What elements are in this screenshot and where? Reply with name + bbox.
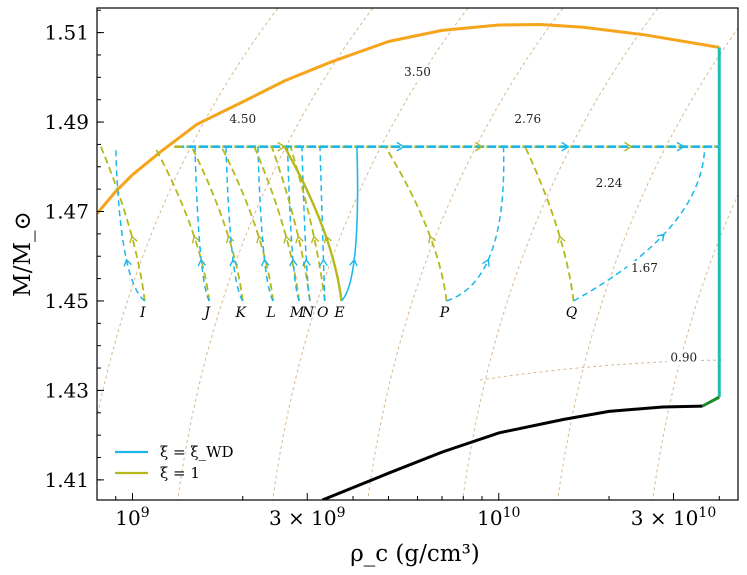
trajectory-start-label: N bbox=[301, 305, 315, 321]
trajectory-xi-wd-arrow bbox=[319, 258, 328, 267]
contour-label: 1.67 bbox=[631, 261, 658, 275]
x-tick-label: 3 × 109 bbox=[269, 505, 346, 530]
y-tick-label: 1.51 bbox=[44, 21, 89, 45]
contour-label: 0.90 bbox=[670, 350, 697, 364]
trajectory-xi-one-curve bbox=[220, 146, 274, 302]
trajectory-xi-one-curve bbox=[153, 146, 211, 302]
plateau-arrow bbox=[676, 141, 686, 152]
contour-label-bg bbox=[592, 175, 627, 191]
trajectory-xi-one-curve bbox=[100, 146, 146, 302]
trajectory-xi-wd-curve bbox=[114, 146, 146, 302]
trajectories bbox=[100, 146, 706, 302]
y-tick-label: 1.49 bbox=[44, 110, 89, 134]
trajectory-xi-wd-arrow bbox=[349, 258, 358, 267]
trajectory-start-label: E bbox=[333, 305, 344, 321]
trajectory-xi-wd-curve bbox=[225, 146, 244, 302]
axes: 109 3 × 109 1010 3 × 1010 1.41 1.43 1.45 1.47 1.… bbox=[44, 9, 720, 530]
trajectory-xi-wd-curve bbox=[446, 146, 505, 302]
trajectory-start-label: M bbox=[289, 305, 305, 321]
trajectory-xi-one-curve bbox=[283, 146, 343, 302]
trajectory-start-label: O bbox=[317, 305, 329, 321]
trajectory-xi-wd-curve bbox=[573, 146, 706, 302]
trajectory-xi-one-curve bbox=[524, 146, 575, 302]
x-tick-label: 109 bbox=[115, 505, 149, 530]
plateau-arrow bbox=[624, 141, 633, 152]
envelope-curve bbox=[97, 22, 720, 215]
trajectory-xi-wd-arrow bbox=[229, 258, 239, 267]
trajectory-start-label: J bbox=[201, 305, 211, 321]
contour-label-bg bbox=[400, 64, 435, 80]
trajectory-xi-wd-arrow bbox=[289, 258, 298, 267]
trajectory-xi-one-arrow bbox=[557, 235, 566, 244]
trajectory-xi-wd-curve bbox=[301, 146, 311, 302]
trajectory-start-label: I bbox=[139, 305, 146, 321]
legend-label-xi-one: ξ = 1 bbox=[160, 464, 200, 482]
y-tick-label: 1.41 bbox=[44, 468, 89, 492]
contour-line bbox=[462, 8, 659, 500]
legend: ξ = ξ_WD ξ = 1 bbox=[115, 443, 234, 482]
x-tick-label: 1010 bbox=[477, 505, 520, 530]
trajectory-xi-one-arrow bbox=[323, 235, 332, 244]
legend-label-xi-wd: ξ = ξ_WD bbox=[160, 443, 234, 461]
trajectory-xi-one-arrow bbox=[295, 235, 304, 244]
contour-line bbox=[177, 8, 374, 500]
trajectory-start-label: L bbox=[265, 305, 275, 321]
x-axis-title: ρ_c (g/cm³) bbox=[350, 541, 480, 567]
trajectory-xi-one-arrow bbox=[428, 235, 437, 244]
plateau-arrow bbox=[561, 141, 570, 152]
y-tick-label: 1.45 bbox=[44, 289, 89, 313]
trajectory-xi-one-curve bbox=[384, 146, 448, 302]
trajectory-xi-wd-arrow bbox=[657, 233, 665, 242]
trajectory-xi-wd-curve bbox=[257, 146, 274, 302]
trajectory-xi-wd-arrow bbox=[260, 258, 270, 267]
contour-label: 2.76 bbox=[514, 112, 541, 126]
contour-label: 4.50 bbox=[229, 112, 256, 126]
curves bbox=[97, 22, 721, 500]
contour-label-bg bbox=[666, 350, 701, 366]
green-segment bbox=[701, 395, 720, 408]
trajectory-xi-one-curve bbox=[253, 146, 300, 302]
trajectory-start-label: P bbox=[439, 305, 450, 321]
plot-frame bbox=[96, 7, 739, 501]
y-tick-label: 1.43 bbox=[44, 378, 89, 402]
plateau-arrow bbox=[474, 141, 484, 152]
y-axis-title: M/M_⊙ bbox=[10, 211, 36, 297]
y-tick-label: 1.47 bbox=[44, 200, 89, 224]
contour-line bbox=[367, 8, 564, 500]
trajectory-xi-one-arrow bbox=[191, 235, 201, 244]
trajectory-xi-wd-arrow bbox=[123, 258, 132, 267]
trajectory-xi-wd-arrow bbox=[302, 258, 311, 267]
trajectory-xi-one-curve bbox=[190, 146, 244, 302]
trajectory-xi-one-arrow bbox=[129, 235, 138, 244]
contour-line bbox=[557, 27, 738, 500]
plateau-arrow bbox=[396, 141, 406, 152]
trajectory-xi-one-curve bbox=[270, 146, 311, 302]
contour-labels: 4.50 3.50 2.76 2.24 1.67 0.90 bbox=[225, 64, 701, 366]
trajectory-xi-wd-curve bbox=[340, 146, 359, 302]
trajectory-xi-wd-curve bbox=[319, 146, 326, 302]
contour-label-bg bbox=[225, 111, 260, 127]
contour-label: 3.50 bbox=[404, 65, 431, 79]
trajectory-xi-one-arrow bbox=[225, 235, 235, 244]
trajectory-start-label: K bbox=[235, 305, 248, 321]
trajectory-xi-wd-arrow bbox=[197, 258, 207, 267]
trajectory-start-label: Q bbox=[566, 305, 578, 321]
contour-line bbox=[272, 8, 469, 500]
trajectory-xi-wd-arrow bbox=[482, 258, 490, 267]
trajectory-xi-wd-curve bbox=[286, 146, 300, 302]
contour-line bbox=[652, 193, 738, 500]
lower-boundary-curve bbox=[321, 404, 703, 500]
contour-label-bg bbox=[627, 260, 662, 276]
trajectory-labels: I J K L MN O E P Q bbox=[139, 305, 578, 321]
trajectory-xi-one-arrow bbox=[310, 235, 320, 244]
trajectory-xi-one-arrow bbox=[283, 235, 292, 244]
contour-label: 2.24 bbox=[596, 176, 623, 190]
contour-line bbox=[97, 8, 279, 420]
contour-label-bg bbox=[510, 111, 545, 127]
x-tick-label: 3 × 1010 bbox=[631, 505, 716, 530]
